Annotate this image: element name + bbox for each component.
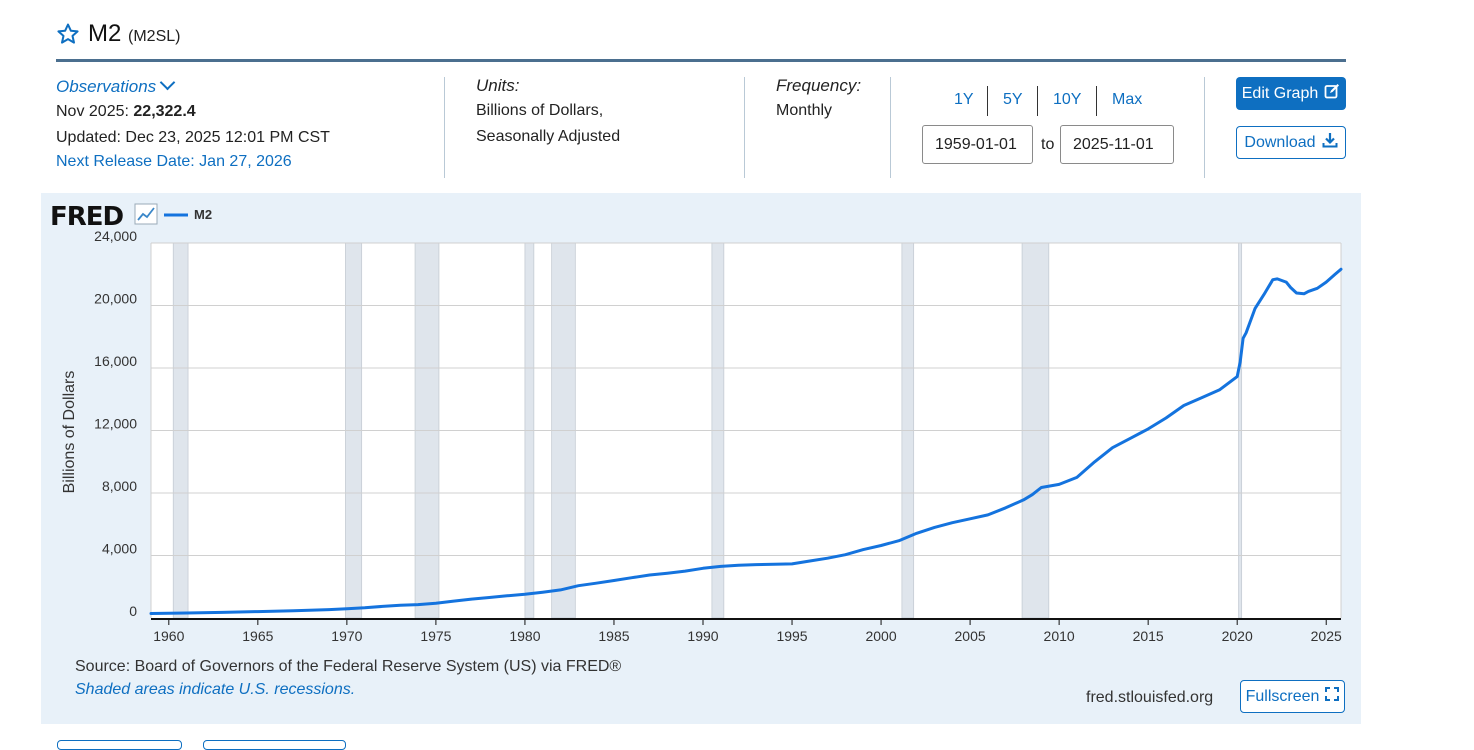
- x-tick-label: 1985: [598, 628, 629, 644]
- x-tick-label: 1960: [153, 628, 184, 644]
- latest-observation-value: 22,322.4: [133, 103, 196, 120]
- title-divider: [56, 59, 1346, 62]
- y-tick-label: 0: [129, 603, 137, 619]
- range-separator: [987, 86, 988, 116]
- star-icon[interactable]: [56, 22, 80, 46]
- units-label: Units:: [476, 76, 520, 95]
- chart-panel: FRED M2 Billions of Dollars 0 4,000 8,000 1…: [41, 193, 1361, 724]
- range-separator: [1096, 86, 1097, 116]
- end-date-input[interactable]: [1060, 125, 1174, 164]
- range-10y-button[interactable]: 10Y: [1053, 91, 1082, 108]
- next-release-link[interactable]: Next Release Date: Jan 27, 2026: [56, 153, 292, 170]
- latest-observation: Nov 2025: 22,322.4: [56, 103, 196, 121]
- y-tick-label: 4,000: [102, 541, 137, 557]
- frequency-value: Monthly: [776, 102, 833, 119]
- x-tick-label: 1975: [420, 628, 451, 644]
- m2-line-chart: FRED M2 Billions of Dollars 0 4,000 8,000 1…: [50, 202, 1343, 644]
- x-tick-label: 2005: [955, 628, 986, 644]
- x-tick-label: 1980: [509, 628, 540, 644]
- observations-label: Observations: [56, 77, 157, 96]
- start-date-input[interactable]: [922, 125, 1033, 164]
- x-tick-label: 2010: [1044, 628, 1075, 644]
- range-max-button[interactable]: Max: [1112, 91, 1143, 108]
- y-tick-label: 20,000: [94, 291, 137, 307]
- fullscreen-label: Fullscreen: [1245, 687, 1320, 705]
- series-line-m2: [149, 267, 1343, 615]
- cropped-button[interactable]: [203, 740, 346, 750]
- latest-observation-date: Nov 2025:: [56, 103, 129, 120]
- recession-note: Shaded areas indicate U.S. recessions.: [75, 681, 356, 698]
- legend: M2: [164, 207, 212, 222]
- fullscreen-button[interactable]: Fullscreen: [1240, 680, 1345, 713]
- x-tick-label: 1990: [687, 628, 718, 644]
- units-value-line1: Billions of Dollars,: [476, 102, 604, 119]
- range-1y-button[interactable]: 1Y: [954, 91, 974, 108]
- updated-text: Updated: Dec 23, 2025 12:01 PM CST: [56, 129, 330, 146]
- y-tick-label: 8,000: [102, 478, 137, 494]
- x-tick-label: 2020: [1222, 628, 1253, 644]
- chevron-down-icon: [159, 74, 176, 91]
- cropped-button[interactable]: [57, 740, 182, 750]
- observations-toggle[interactable]: Observations: [56, 74, 176, 97]
- plot-area: 0 4,000 8,000 12,000 16,000 20,000 24,000 1960 1…: [94, 228, 1343, 644]
- series-title: M2 (M2SL): [88, 20, 180, 48]
- divider: [744, 77, 745, 178]
- download-icon: [1322, 132, 1338, 153]
- x-tick-label: 1965: [242, 628, 273, 644]
- y-axis-label: Billions of Dollars: [61, 371, 78, 494]
- range-separator: [1037, 86, 1038, 116]
- x-tick-label: 1995: [776, 628, 807, 644]
- y-tick-label: 16,000: [94, 353, 137, 369]
- divider: [890, 77, 891, 178]
- download-label: Download: [1244, 133, 1316, 151]
- legend-label: M2: [194, 207, 212, 222]
- x-tick-label: 2025: [1311, 628, 1342, 644]
- series-code: (M2SL): [128, 28, 181, 45]
- edit-graph-label: Edit Graph: [1241, 84, 1319, 102]
- units-value-line2: Seasonally Adjusted: [476, 128, 621, 145]
- fred-logo: FRED: [50, 202, 124, 232]
- x-tick-label: 2015: [1133, 628, 1164, 644]
- edit-icon: [1324, 83, 1340, 104]
- x-tick-label: 2000: [865, 628, 896, 644]
- x-tick-label: 1970: [331, 628, 362, 644]
- divider: [444, 77, 445, 178]
- download-button[interactable]: Download: [1236, 126, 1346, 159]
- edit-graph-button[interactable]: Edit Graph: [1236, 77, 1346, 110]
- fred-url: fred.stlouisfed.org: [1086, 689, 1214, 706]
- series-name: M2: [88, 20, 122, 47]
- y-tick-label: 24,000: [94, 228, 137, 244]
- source-text: Source: Board of Governors of the Federa…: [75, 658, 622, 675]
- y-tick-label: 12,000: [94, 416, 137, 432]
- frequency-label: Frequency:: [776, 76, 862, 95]
- line-chart-icon: [134, 203, 158, 225]
- divider: [1204, 77, 1205, 178]
- date-range-to-label: to: [1041, 136, 1055, 153]
- expand-icon: [1325, 687, 1340, 706]
- range-5y-button[interactable]: 5Y: [1003, 91, 1023, 108]
